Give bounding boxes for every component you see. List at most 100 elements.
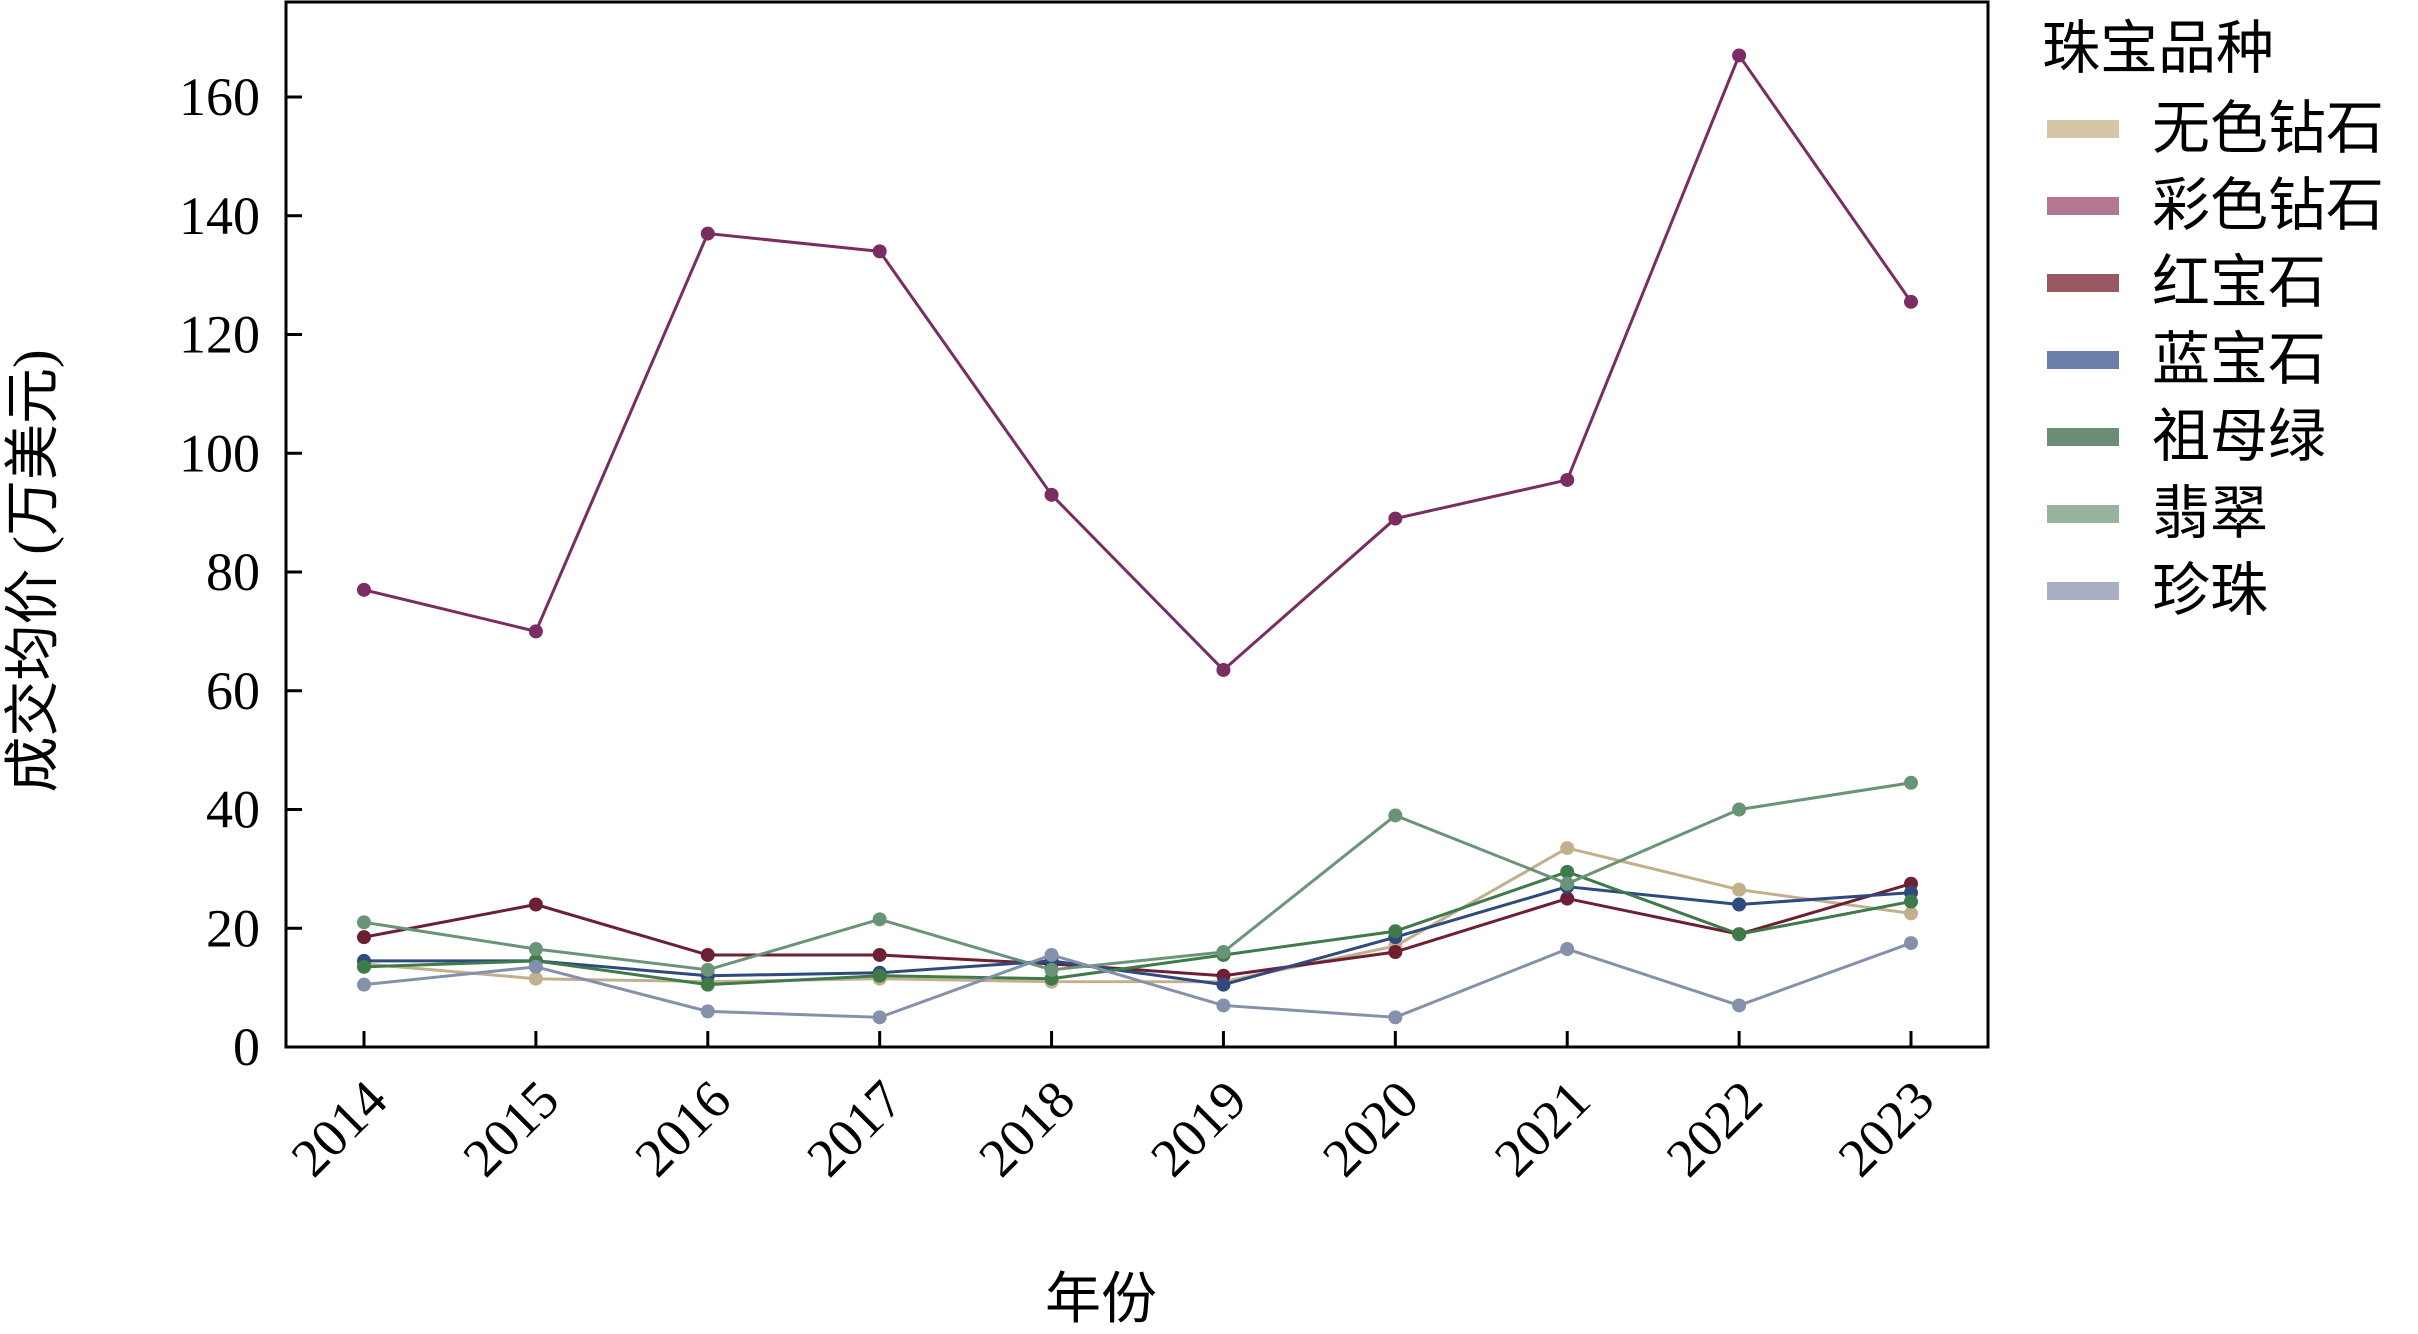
y-tick-label: 140 (179, 186, 260, 246)
series-6 (357, 775, 1918, 977)
data-point (528, 942, 543, 957)
legend-swatch (2047, 197, 2119, 215)
x-tick-label: 2017 (795, 1069, 914, 1188)
y-tick-label: 80 (206, 542, 260, 602)
data-point (1044, 962, 1059, 977)
data-point (1560, 942, 1575, 957)
data-point (1216, 662, 1231, 677)
data-point (1904, 894, 1918, 909)
series-line (363, 781, 1912, 972)
data-point (357, 959, 371, 974)
x-tick-label: 2021 (1483, 1069, 1602, 1188)
data-point (872, 947, 887, 962)
data-point (1904, 906, 1918, 921)
plot-frame (284, 0, 1990, 1049)
data-point (872, 912, 887, 927)
legend-swatch (2047, 274, 2119, 292)
data-point (1732, 998, 1747, 1013)
legend-label: 翡翠 (2152, 481, 2268, 546)
data-point (1044, 947, 1059, 962)
data-point (1216, 945, 1231, 959)
data-point (1044, 487, 1059, 502)
data-point (1560, 876, 1575, 891)
data-point (528, 971, 543, 986)
data-point (872, 244, 887, 259)
series-3 (357, 876, 1918, 983)
series-4 (357, 879, 1918, 992)
series-line (364, 885, 1912, 987)
x-tick-label: 2018 (967, 1069, 1086, 1188)
x-tick-label: 2023 (1827, 1069, 1946, 1188)
data-point (357, 915, 371, 930)
series-line (363, 870, 1912, 987)
data-point (1560, 891, 1575, 906)
legend-label: 无色钻石 (2152, 96, 2384, 161)
data-point (357, 930, 371, 945)
series-line (363, 941, 1912, 1019)
legend-label: 红宝石 (2152, 250, 2326, 315)
data-point (1904, 936, 1918, 951)
data-point (700, 962, 715, 977)
y-tick-label: 20 (206, 898, 260, 958)
series-layer (357, 48, 1918, 1025)
y-tick-label: 40 (206, 780, 260, 840)
data-point (1560, 841, 1575, 856)
data-point (1904, 775, 1918, 790)
data-point (700, 947, 715, 962)
data-point (528, 624, 543, 639)
data-point (1560, 472, 1575, 487)
legend-swatch (2047, 351, 2119, 369)
data-point (1388, 1010, 1403, 1025)
x-tick-label: 2022 (1655, 1069, 1774, 1188)
data-point (872, 968, 887, 983)
data-point (1732, 802, 1747, 817)
series-7 (357, 936, 1918, 1025)
data-point (1732, 897, 1747, 912)
legend-label: 珍珠 (2152, 558, 2268, 623)
data-point (872, 1010, 887, 1025)
data-point (700, 977, 715, 992)
legend-swatch (2047, 428, 2119, 446)
x-tick-label: 2016 (623, 1069, 742, 1188)
data-point (1904, 294, 1918, 309)
legend-label: 彩色钻石 (2152, 173, 2384, 238)
legend-swatch (2047, 582, 2119, 600)
legend-swatch (2047, 120, 2119, 138)
data-point (357, 582, 371, 597)
data-point (528, 897, 543, 912)
y-tick-label: 0 (233, 1017, 260, 1077)
data-point (700, 226, 715, 241)
data-point (1732, 882, 1747, 897)
data-point (1388, 945, 1403, 959)
x-axis: 2014 2015 2016 2017 2018 2019 2020 2021 2022 2023 (280, 1031, 1946, 1188)
y-axis: 0 20 40 60 80 100 120 140 160 (179, 67, 302, 1077)
data-point (1732, 48, 1747, 63)
x-tick-label: 2019 (1139, 1069, 1258, 1188)
data-point (1388, 924, 1403, 939)
series-2 (357, 48, 1918, 677)
y-tick-label: 160 (179, 67, 260, 127)
legend-label: 蓝宝石 (2152, 327, 2326, 392)
x-tick-label: 2015 (452, 1069, 571, 1188)
series-line (363, 882, 1912, 978)
data-point (528, 959, 543, 974)
y-tick-label: 120 (179, 305, 260, 365)
x-tick-label: 2014 (280, 1069, 399, 1188)
y-axis-title: 成交均价 (万美元) (3, 349, 65, 792)
series-line (363, 53, 1913, 672)
legend-swatch (2047, 505, 2119, 523)
legend-title: 珠宝品种 (2042, 16, 2274, 81)
x-axis-title: 年份 (1045, 1269, 1157, 1331)
data-point (1732, 927, 1747, 942)
data-point (1388, 511, 1403, 526)
y-tick-label: 60 (206, 661, 260, 721)
data-point (700, 1004, 715, 1019)
data-point (357, 977, 371, 992)
data-point (1560, 864, 1575, 879)
x-tick-label: 2020 (1311, 1069, 1430, 1188)
data-point (1216, 977, 1231, 992)
data-point (1216, 998, 1231, 1013)
legend-label: 祖母绿 (2152, 404, 2326, 469)
